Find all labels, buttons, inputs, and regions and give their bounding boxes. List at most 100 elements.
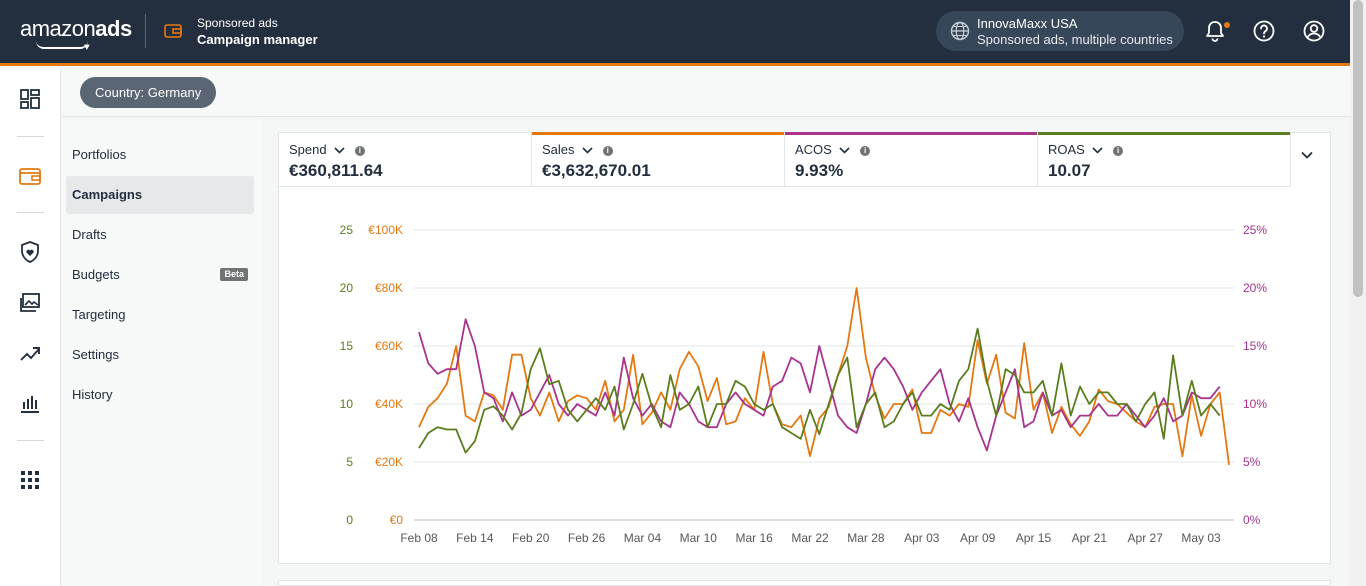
collapse-chart-chevron-icon[interactable] [1301, 151, 1313, 159]
nav-item-label: Campaigns [72, 187, 143, 202]
logo-main-text: amazon [20, 16, 96, 41]
x-axis-tick-label: Feb 26 [568, 531, 606, 545]
rail-divider [17, 212, 44, 213]
country-filter-pill[interactable]: Country: Germany [80, 77, 217, 108]
y-axis-sales-tick-label: €40K [375, 397, 403, 411]
y-axis-acos-tick-label: 0% [1243, 513, 1261, 527]
performance-line-chart: 0 €0 0% 5 €20K 5% 10 €40K 10% 15 €60K 15% 20 €80K 20% 2… [340, 223, 1268, 545]
main-content: Spend i €360,811.64 Sales i €3,632,670.0… [262, 118, 1350, 586]
chevron-down-icon[interactable] [582, 147, 593, 154]
nav-item-budgets[interactable]: Budgets Beta [66, 256, 254, 294]
y-axis-sales-tick-label: €80K [375, 281, 403, 295]
metric-label: ROAS [1048, 142, 1085, 157]
globe-icon [950, 21, 970, 41]
x-axis-tick-label: Feb 08 [400, 531, 438, 545]
nav-item-campaigns[interactable]: Campaigns [66, 176, 254, 214]
rail-divider [17, 136, 44, 137]
y-axis-acos-tick-label: 15% [1243, 339, 1267, 353]
brand-safety-shield-icon[interactable] [18, 240, 42, 264]
campaign-wallet-icon[interactable] [18, 164, 42, 188]
chevron-down-icon[interactable] [1092, 147, 1104, 154]
campaign-manager-nav: Portfolios Campaigns Drafts Budgets Beta … [62, 118, 262, 586]
notification-dot [1224, 22, 1230, 28]
y-axis-acos-tick-label: 20% [1243, 281, 1267, 295]
x-axis-tick-label: Feb 20 [512, 531, 550, 545]
series-line-acos [418, 318, 1221, 452]
chevron-down-icon[interactable] [334, 147, 345, 154]
x-axis-tick-label: Mar 22 [791, 531, 829, 545]
metric-value: €360,811.64 [289, 161, 383, 180]
next-card-edge [278, 580, 1331, 586]
nav-item-targeting[interactable]: Targeting [66, 296, 254, 334]
y-axis-roas-tick-label: 0 [346, 513, 353, 527]
product-switcher[interactable]: Sponsored ads Campaign manager [197, 16, 318, 47]
account-switcher[interactable]: InnovaMaxx USA Sponsored ads, multiple c… [936, 11, 1184, 51]
metric-color-bar [532, 132, 784, 135]
y-axis-roas-tick-label: 15 [340, 339, 354, 353]
y-axis-sales-tick-label: €60K [375, 339, 403, 353]
nav-item-settings[interactable]: Settings [66, 336, 254, 374]
y-axis-roas-tick-label: 10 [340, 397, 354, 411]
info-icon[interactable]: i [1113, 145, 1124, 156]
creative-assets-icon[interactable] [18, 291, 42, 315]
account-scope: Sponsored ads, multiple countries [977, 32, 1173, 47]
info-icon[interactable]: i [602, 145, 613, 156]
x-axis-tick-label: Apr 03 [904, 531, 940, 545]
reports-bar-chart-icon[interactable] [18, 391, 42, 415]
metric-tile-roas[interactable]: ROAS i 10.07 [1038, 132, 1291, 187]
product-line1: Sponsored ads [197, 16, 278, 30]
metric-tile-acos[interactable]: ACOS i 9.93% [785, 132, 1038, 187]
metric-tile-sales[interactable]: Sales i €3,632,670.01 [532, 132, 785, 187]
y-axis-acos-tick-label: 25% [1243, 223, 1267, 237]
rail-divider [17, 440, 44, 441]
nav-item-label: Targeting [72, 307, 126, 322]
product-line2: Campaign manager [197, 32, 318, 47]
performance-chart-card: Spend i €360,811.64 Sales i €3,632,670.0… [278, 132, 1331, 564]
metric-label: Sales [542, 142, 575, 157]
nav-item-label: Portfolios [72, 147, 127, 162]
amazon-ads-logo[interactable]: amazonads [20, 16, 132, 49]
x-axis-tick-label: Apr 15 [1016, 531, 1052, 545]
user-icon[interactable] [1301, 18, 1327, 44]
series-line-sales [418, 287, 1230, 466]
nav-item-portfolios[interactable]: Portfolios [66, 136, 254, 174]
x-axis-tick-label: Mar 10 [680, 531, 718, 545]
metric-label: ACOS [795, 142, 832, 157]
metric-color-bar [785, 132, 1037, 135]
nav-item-label: History [72, 387, 113, 402]
y-axis-roas-tick-label: 25 [340, 223, 354, 237]
x-axis-tick-label: Mar 04 [624, 531, 662, 545]
nav-item-drafts[interactable]: Drafts [66, 216, 254, 254]
bell-icon[interactable] [1202, 18, 1228, 44]
logo-smile-icon [36, 41, 88, 49]
x-axis-tick-label: Mar 28 [847, 531, 885, 545]
x-axis-tick-label: May 03 [1181, 531, 1221, 545]
nav-item-label: Drafts [72, 227, 107, 242]
y-axis-sales-tick-label: €20K [375, 455, 403, 469]
info-icon[interactable]: i [860, 145, 871, 156]
metric-label-row: ROAS i [1048, 142, 1124, 157]
y-axis-roas-tick-label: 5 [346, 455, 353, 469]
metric-tile-spend[interactable]: Spend i €360,811.64 [279, 133, 532, 187]
help-icon[interactable] [1251, 18, 1277, 44]
info-icon[interactable]: i [354, 145, 365, 156]
y-axis-sales-tick-label: €100K [368, 223, 403, 237]
filter-bar: Country: Germany [62, 69, 1350, 117]
apps-grid-icon[interactable] [18, 468, 42, 492]
metric-label-row: ACOS i [795, 142, 871, 157]
nav-item-history[interactable]: History [66, 376, 254, 414]
dashboard-icon[interactable] [18, 87, 42, 111]
page-scrollbar[interactable] [1350, 0, 1366, 586]
metric-value: 9.93% [795, 161, 844, 180]
chevron-down-icon[interactable] [839, 147, 851, 154]
x-axis-tick-label: Apr 09 [960, 531, 996, 545]
metric-label-row: Spend i [289, 142, 365, 157]
trend-chart-icon[interactable] [18, 341, 42, 365]
top-bar: amazonads Sponsored ads Campaign manager… [0, 0, 1350, 66]
logo-suffix-text: ads [95, 16, 132, 41]
beta-badge: Beta [220, 268, 248, 281]
scrollbar-thumb[interactable] [1353, 0, 1363, 297]
y-axis-sales-tick-label: €0 [390, 513, 404, 527]
y-axis-acos-tick-label: 10% [1243, 397, 1267, 411]
x-axis-tick-label: Apr 27 [1128, 531, 1164, 545]
